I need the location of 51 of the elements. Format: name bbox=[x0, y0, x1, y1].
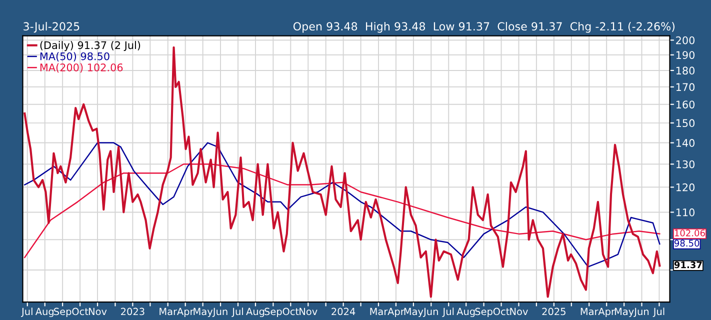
x-tick-label: Oct bbox=[282, 308, 299, 316]
data-label: 98.50 bbox=[674, 240, 700, 247]
legend-label: MA(200) 102.06 bbox=[40, 63, 123, 73]
x-tick-label: Oct bbox=[72, 308, 88, 316]
x-tick-label: Sep bbox=[264, 308, 282, 318]
y-tick-label: 200 bbox=[676, 36, 695, 44]
x-tick-label: Jul bbox=[232, 308, 243, 317]
y-tick-label: 160 bbox=[676, 100, 695, 108]
x-tick-label: Aug bbox=[246, 308, 264, 318]
x-tick-label: Mar bbox=[160, 308, 178, 316]
y-tick-label: 140 bbox=[676, 139, 695, 147]
y-tick-label: 170 bbox=[676, 83, 695, 92]
x-tick-label: Apr bbox=[388, 308, 404, 318]
y-tick-label: 190 bbox=[676, 51, 695, 59]
x-tick-label: May bbox=[194, 308, 213, 318]
x-tick-label: Nov bbox=[510, 308, 528, 316]
y-tick-label: 120 bbox=[676, 183, 695, 192]
x-tick-label: Mar bbox=[580, 308, 598, 316]
x-tick-label: Oct bbox=[493, 308, 510, 316]
y-tick-label: 130 bbox=[676, 160, 695, 168]
x-tick-label: Nov bbox=[88, 308, 107, 316]
line-series bbox=[24, 142, 660, 268]
x-tick-label: Sep bbox=[54, 308, 72, 318]
x-tick-label: Nov bbox=[300, 308, 318, 316]
data-label: 91.37 bbox=[674, 261, 702, 268]
x-tick-label: May bbox=[404, 308, 424, 318]
line-series bbox=[24, 164, 660, 258]
x-tick-label: 2024 bbox=[332, 308, 356, 316]
x-tick-label: 2025 bbox=[542, 308, 566, 316]
x-tick-label: Jul bbox=[21, 308, 32, 317]
y-tick-label: 150 bbox=[676, 119, 695, 128]
legend-label: MA(50) 98.50 bbox=[40, 52, 110, 62]
legend-label: (Daily) 91.37 (2 Jul) bbox=[40, 41, 140, 52]
x-tick-label: Aug bbox=[35, 308, 54, 318]
x-tick-label: Sep bbox=[475, 308, 492, 318]
data-label: 102.06 bbox=[674, 230, 705, 236]
x-tick-label: Jul bbox=[442, 308, 454, 317]
x-tick-label: Jun bbox=[212, 308, 228, 317]
x-tick-label: Jul bbox=[652, 308, 664, 317]
x-tick-label: Apr bbox=[177, 308, 194, 318]
y-tick-label: 180 bbox=[676, 66, 695, 75]
text: 3-Jul-2025 bbox=[24, 22, 80, 33]
chart-subtitle: Open 93.48 High 93.48 Low 91.37 Close 91.37 Chg -2.11 (-2.26%) bbox=[293, 22, 674, 33]
y-tick-label: 110 bbox=[676, 208, 695, 216]
x-tick-label: Jun bbox=[423, 308, 438, 317]
x-tick-label: Apr bbox=[598, 308, 615, 318]
x-tick-label: 2023 bbox=[121, 308, 144, 316]
x-tick-label: Aug bbox=[456, 308, 475, 318]
x-tick-label: Mar bbox=[370, 308, 388, 316]
x-tick-label: May bbox=[614, 308, 634, 318]
x-tick-label: Jun bbox=[634, 308, 649, 317]
